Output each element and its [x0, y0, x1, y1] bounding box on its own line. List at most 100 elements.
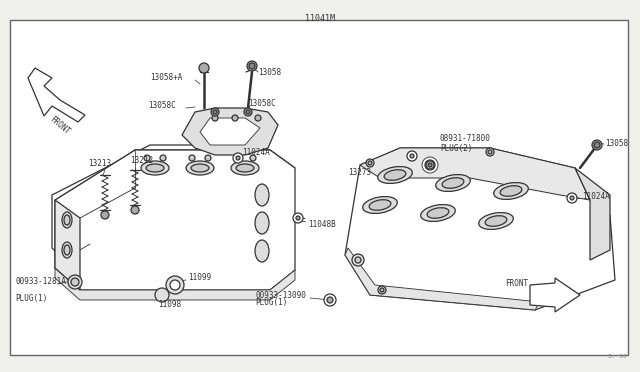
- Circle shape: [410, 154, 414, 158]
- Text: 11098: 11098: [158, 300, 181, 309]
- Ellipse shape: [500, 186, 522, 196]
- Ellipse shape: [369, 200, 391, 210]
- Circle shape: [567, 193, 577, 203]
- Circle shape: [426, 161, 434, 169]
- Text: FRONT: FRONT: [505, 279, 528, 288]
- Circle shape: [355, 257, 361, 263]
- Text: PLUG(2): PLUG(2): [440, 144, 472, 153]
- Polygon shape: [110, 150, 295, 188]
- Ellipse shape: [420, 205, 455, 221]
- Ellipse shape: [384, 170, 406, 180]
- Text: 11024A: 11024A: [242, 148, 269, 157]
- Circle shape: [327, 297, 333, 303]
- Polygon shape: [575, 168, 610, 260]
- Circle shape: [155, 288, 169, 302]
- Polygon shape: [200, 118, 260, 145]
- Circle shape: [570, 196, 574, 200]
- Polygon shape: [345, 148, 615, 310]
- Ellipse shape: [191, 164, 209, 172]
- Circle shape: [594, 142, 600, 148]
- Ellipse shape: [62, 242, 72, 258]
- Circle shape: [407, 151, 417, 161]
- Circle shape: [296, 216, 300, 220]
- Circle shape: [592, 140, 602, 150]
- Text: 13058: 13058: [258, 67, 281, 77]
- Text: PLUG(1): PLUG(1): [255, 298, 287, 308]
- Polygon shape: [55, 200, 80, 290]
- Circle shape: [68, 275, 82, 289]
- Ellipse shape: [485, 216, 507, 226]
- Polygon shape: [360, 148, 590, 200]
- Ellipse shape: [62, 212, 72, 228]
- Circle shape: [250, 155, 256, 161]
- Circle shape: [213, 110, 217, 114]
- Ellipse shape: [378, 167, 412, 183]
- Circle shape: [488, 150, 492, 154]
- Circle shape: [293, 213, 303, 223]
- Circle shape: [249, 63, 255, 69]
- Text: 13212: 13212: [130, 156, 153, 165]
- Text: 11024A: 11024A: [582, 192, 610, 201]
- Circle shape: [166, 276, 184, 294]
- Polygon shape: [530, 278, 580, 312]
- Ellipse shape: [64, 215, 70, 225]
- Circle shape: [533, 298, 537, 302]
- Circle shape: [144, 155, 150, 161]
- Circle shape: [366, 159, 374, 167]
- Ellipse shape: [255, 184, 269, 206]
- Circle shape: [205, 155, 211, 161]
- Circle shape: [422, 157, 438, 173]
- Circle shape: [324, 294, 336, 306]
- Text: 00933-13090: 00933-13090: [255, 291, 306, 299]
- Ellipse shape: [141, 161, 169, 175]
- Text: 13273: 13273: [348, 167, 371, 176]
- Circle shape: [232, 115, 238, 121]
- Ellipse shape: [427, 208, 449, 218]
- Ellipse shape: [231, 161, 259, 175]
- Ellipse shape: [186, 161, 214, 175]
- Text: 13058C: 13058C: [248, 99, 276, 108]
- Circle shape: [425, 160, 435, 170]
- Text: 13058: 13058: [605, 138, 628, 148]
- Ellipse shape: [442, 178, 464, 188]
- Ellipse shape: [493, 183, 528, 199]
- Circle shape: [368, 161, 372, 165]
- Circle shape: [531, 296, 539, 304]
- Text: 13058C: 13058C: [148, 100, 176, 109]
- Circle shape: [246, 110, 250, 114]
- Text: S: 00: S: 00: [608, 354, 627, 359]
- Polygon shape: [55, 150, 295, 290]
- Ellipse shape: [479, 212, 513, 230]
- Circle shape: [189, 155, 195, 161]
- Polygon shape: [28, 68, 85, 122]
- Ellipse shape: [236, 164, 254, 172]
- Ellipse shape: [255, 240, 269, 262]
- Text: 13058+A: 13058+A: [150, 73, 182, 81]
- Polygon shape: [345, 248, 540, 310]
- Circle shape: [352, 254, 364, 266]
- Text: PLUG(1): PLUG(1): [15, 294, 47, 303]
- Circle shape: [486, 148, 494, 156]
- Circle shape: [244, 108, 252, 116]
- Text: 11099: 11099: [188, 273, 211, 282]
- Circle shape: [131, 206, 139, 214]
- Polygon shape: [182, 108, 278, 155]
- Text: 11041M: 11041M: [305, 14, 335, 23]
- Circle shape: [233, 153, 243, 163]
- Circle shape: [71, 278, 79, 286]
- Polygon shape: [55, 268, 295, 300]
- Circle shape: [428, 163, 432, 167]
- Circle shape: [255, 115, 261, 121]
- Circle shape: [160, 155, 166, 161]
- Circle shape: [247, 61, 257, 71]
- Circle shape: [101, 211, 109, 219]
- Circle shape: [170, 280, 180, 290]
- Circle shape: [211, 108, 219, 116]
- Ellipse shape: [64, 245, 70, 255]
- Text: 00933-1281A: 00933-1281A: [15, 277, 66, 286]
- Text: FRONT: FRONT: [48, 115, 72, 137]
- Text: 13213: 13213: [88, 159, 111, 168]
- Ellipse shape: [363, 196, 397, 214]
- Circle shape: [212, 115, 218, 121]
- Circle shape: [380, 288, 384, 292]
